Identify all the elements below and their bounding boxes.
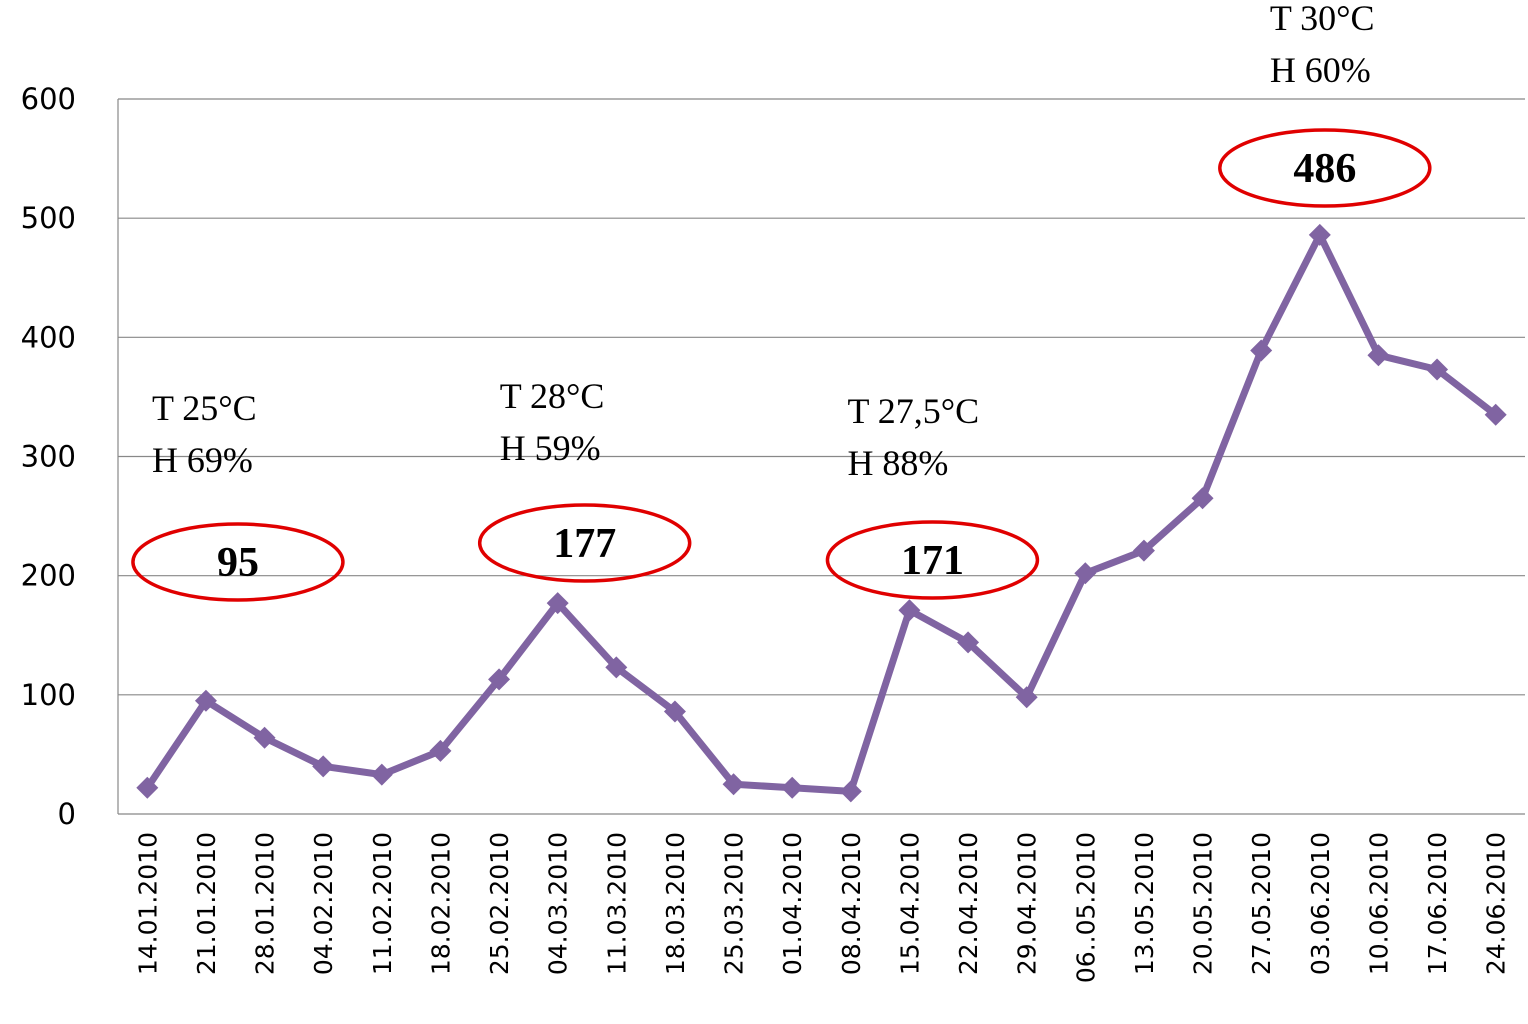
x-tick-label: 04.02.2010 [309, 832, 338, 975]
value-label: 171 [901, 538, 964, 584]
marker [839, 780, 862, 803]
marker [1191, 487, 1214, 510]
x-tick-label: 22.04.2010 [954, 832, 983, 975]
x-tick-label: 27.05.2010 [1247, 832, 1276, 975]
x-tick-label: 11.03.2010 [602, 832, 631, 975]
x-tick-label: 24.06.2010 [1482, 832, 1511, 975]
y-tick-label: 100 [21, 678, 76, 712]
annotation-text: T 25°C [152, 388, 257, 428]
marker [488, 668, 511, 691]
annotation-text: T 28°C [500, 376, 605, 416]
marker [1250, 339, 1273, 362]
marker [605, 656, 628, 679]
marker [253, 726, 276, 749]
x-tick-label: 11.02.2010 [368, 832, 397, 975]
x-tick-label: 25.02.2010 [485, 832, 514, 975]
marker [1484, 403, 1507, 426]
x-tick-label: 21.01.2010 [192, 832, 221, 975]
marker [957, 631, 980, 654]
y-tick-label: 200 [21, 559, 76, 593]
x-tick-label: 08.04.2010 [837, 832, 866, 975]
marker [1132, 539, 1155, 562]
marker [546, 592, 569, 615]
x-tick-label: 06..05.2010 [1071, 832, 1100, 983]
x-tick-label: 29.04.2010 [1013, 832, 1042, 975]
x-tick-label: 01.04.2010 [778, 832, 807, 975]
marker [781, 776, 804, 799]
annotation-text: T 27,5°C [847, 391, 979, 431]
value-label: 95 [217, 540, 259, 586]
highlight-ellipse [1218, 128, 1432, 208]
x-tick-label: 15.04.2010 [895, 832, 924, 975]
x-tick-label: 17.06.2010 [1423, 832, 1452, 975]
marker [136, 776, 159, 799]
x-tick-label: 14.01.2010 [133, 832, 162, 975]
marker [1015, 686, 1038, 709]
x-tick-label: 13.05.2010 [1130, 832, 1159, 975]
highlight-ellipse [477, 503, 692, 583]
value-label: 177 [553, 521, 616, 567]
x-tick-label: 20.05.2010 [1189, 832, 1218, 975]
marker [429, 739, 452, 762]
y-tick-label: 400 [21, 320, 76, 354]
value-label: 486 [1293, 146, 1356, 192]
x-tick-label: 10.06.2010 [1364, 832, 1393, 975]
x-tick-label: 04.03.2010 [544, 832, 573, 975]
y-tick-label: 500 [21, 201, 76, 235]
marker [1426, 358, 1449, 381]
x-tick-label: 28.01.2010 [251, 832, 280, 975]
marker [1308, 223, 1331, 246]
y-tick-label: 300 [21, 440, 76, 474]
highlight-ellipse [131, 522, 345, 602]
marker [898, 599, 921, 622]
annotation-text: H 59% [500, 428, 601, 468]
marker [663, 700, 686, 723]
annotation-text: H 69% [152, 440, 253, 480]
x-tick-label: 25.03.2010 [720, 832, 749, 975]
y-tick-label: 0 [58, 797, 76, 831]
marker [194, 689, 217, 712]
marker [370, 763, 393, 786]
annotation-text: H 88% [847, 443, 948, 483]
x-tick-label: 03.06.2010 [1306, 832, 1335, 975]
y-tick-label: 600 [21, 82, 76, 116]
annotation-text: T 30°C [1270, 0, 1375, 38]
marker [1367, 344, 1390, 367]
highlight-ellipse [825, 520, 1040, 600]
annotation-text: H 60% [1270, 50, 1371, 90]
x-tick-label: 18.03.2010 [661, 832, 690, 975]
x-tick-label: 18.02.2010 [426, 832, 455, 975]
line [144, 231, 1498, 795]
marker [1074, 562, 1097, 585]
marker [722, 773, 745, 796]
marker [312, 755, 335, 778]
